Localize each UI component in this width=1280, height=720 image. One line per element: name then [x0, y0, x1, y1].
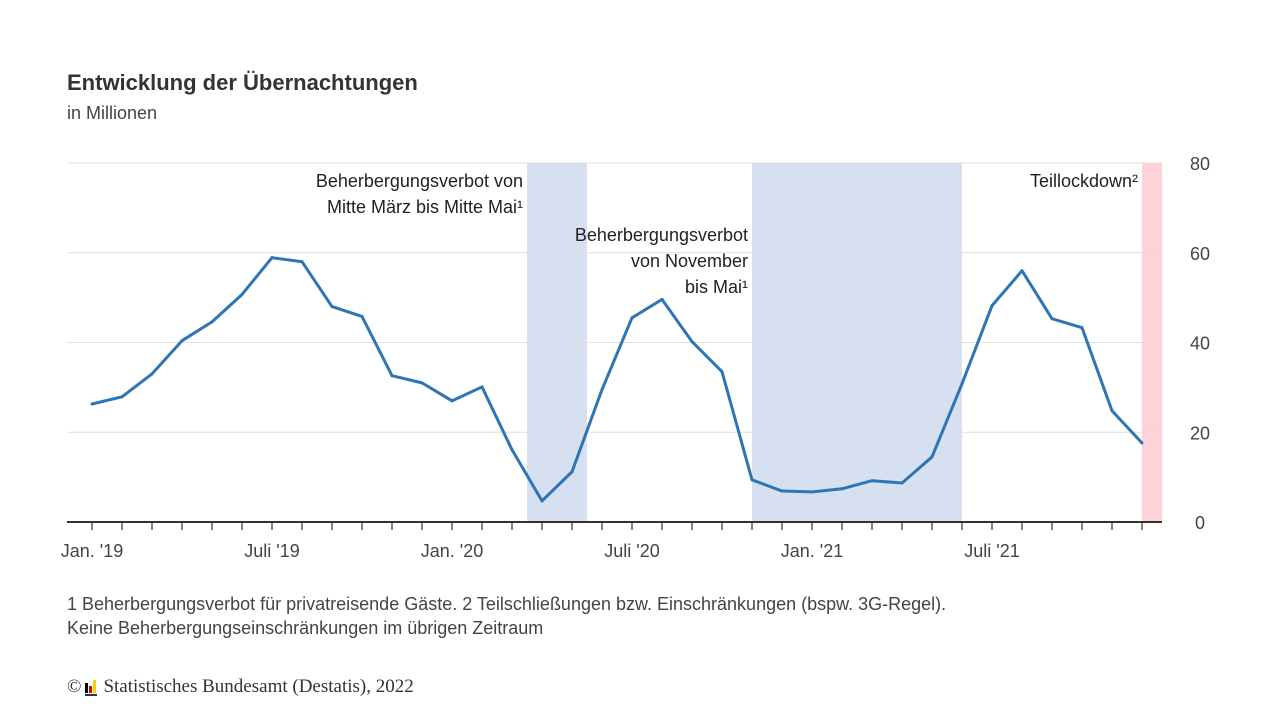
data-point — [270, 256, 274, 260]
data-point — [300, 260, 304, 264]
x-axis: Jan. '19 Juli '19 Jan. '20 Juli '20 Jan. '21… — [61, 521, 1162, 561]
data-point — [390, 374, 394, 378]
y-tick-label: 60 — [1190, 244, 1210, 264]
data-point — [780, 489, 784, 493]
data-point — [420, 381, 424, 385]
data-point — [930, 455, 934, 459]
series-line — [91, 256, 1144, 503]
x-tick-label: Juli '19 — [244, 541, 299, 561]
data-point — [810, 490, 814, 494]
data-point — [870, 479, 874, 483]
data-point — [450, 399, 454, 403]
footnote: 1 Beherbergungsverbot für privatreisende… — [67, 592, 946, 640]
data-point — [990, 304, 994, 308]
data-point — [330, 305, 334, 309]
data-point — [690, 340, 694, 344]
y-tick-label: 40 — [1190, 334, 1210, 354]
data-point — [1080, 326, 1084, 330]
annotation-ban-spring-2020: Mitte März bis Mitte Mai¹ — [327, 197, 523, 217]
logo-bar-gold — [93, 679, 97, 693]
y-axis-tick-labels: 0 20 40 60 80 — [1190, 154, 1210, 533]
data-point — [180, 339, 184, 343]
data-point — [90, 402, 94, 406]
data-point — [600, 388, 604, 392]
footnote-line-1: 1 Beherbergungsverbot für privatreisende… — [67, 594, 947, 614]
gridlines — [67, 162, 1162, 433]
data-point — [120, 395, 124, 399]
annotation-ban-winter-2020-21: bis Mai¹ — [685, 277, 748, 297]
annotation-ban-spring-2020: Beherbergungsverbot von — [316, 171, 523, 191]
data-point — [630, 316, 634, 320]
data-point — [240, 292, 244, 296]
destatis-logo-icon — [85, 679, 98, 696]
x-tick-label: Jan. '19 — [61, 541, 123, 561]
source-credit: © Statistisches Bundesamt (Destatis), 20… — [67, 676, 414, 698]
data-point — [1110, 409, 1114, 413]
annotation-ban-winter-2020-21: von November — [631, 251, 748, 271]
data-point — [1050, 317, 1054, 321]
x-tick-label: Jan. '20 — [421, 541, 483, 561]
data-point — [540, 499, 544, 503]
copyright-symbol: © — [67, 676, 82, 697]
data-point — [840, 487, 844, 491]
data-point — [960, 382, 964, 386]
data-point — [750, 478, 754, 482]
annotation-ban-winter-2020-21: Beherbergungsverbot — [575, 225, 748, 245]
data-point — [360, 314, 364, 318]
chart-title: Entwicklung der Übernachtungen — [67, 70, 418, 95]
data-point — [1140, 441, 1144, 445]
x-tick-label: Juli '20 — [604, 541, 659, 561]
data-point — [900, 481, 904, 485]
data-point — [1020, 269, 1024, 273]
footnote-line-2: Keine Beherbergungseinschränkungen im üb… — [67, 618, 544, 638]
data-point — [480, 385, 484, 389]
logo-bar-red — [89, 685, 93, 693]
x-tick-label: Jan. '21 — [781, 541, 843, 561]
data-point — [510, 448, 514, 452]
chart-subtitle: in Millionen — [67, 103, 158, 123]
y-tick-label: 80 — [1190, 154, 1210, 174]
source-text: Statistisches Bundesamt (Destatis), 2022 — [103, 676, 414, 697]
logo-bar-black — [85, 682, 89, 693]
x-tick-label: Juli '21 — [964, 541, 1019, 561]
data-point — [570, 470, 574, 474]
data-point — [210, 320, 214, 324]
annotation-partial-lockdown-2021: Teillockdown² — [1030, 171, 1138, 191]
y-tick-label: 20 — [1190, 423, 1210, 443]
annotations: Beherbergungsverbot von Mitte März bis Mi… — [316, 171, 1138, 297]
series — [90, 256, 1144, 503]
y-tick-label: 0 — [1195, 513, 1205, 533]
data-point — [150, 372, 154, 376]
data-point — [660, 297, 664, 301]
data-point — [720, 370, 724, 374]
